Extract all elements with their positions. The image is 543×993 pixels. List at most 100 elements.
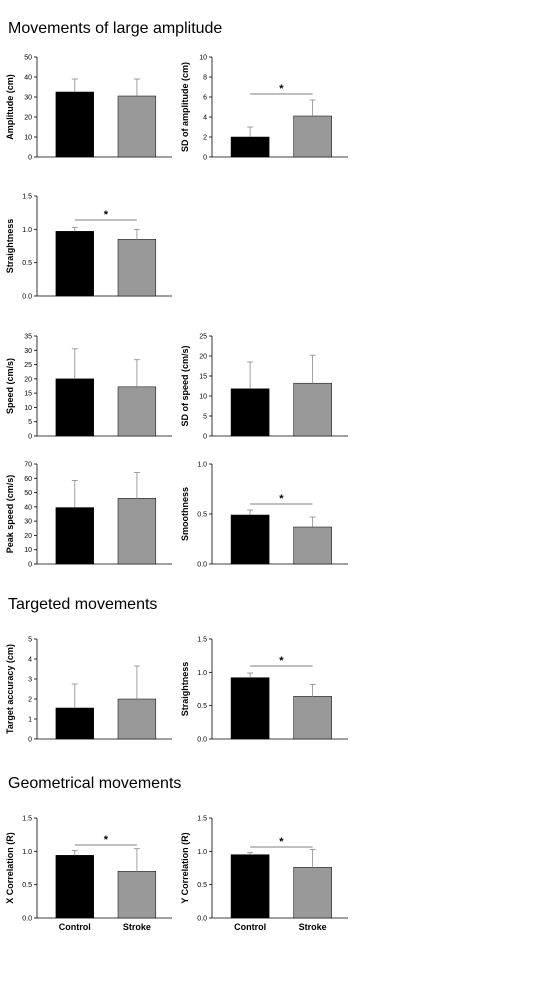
chart-11-ylabel: Y Correlation (R) bbox=[180, 832, 190, 903]
section-title-targeted: Targeted movements bbox=[8, 596, 158, 613]
chart-6-ytick-label: 20 bbox=[24, 533, 32, 540]
chart-8-ytick-label: 1 bbox=[28, 717, 32, 724]
chart-4-ytick-label: 5 bbox=[28, 419, 32, 426]
chart-9-ytick-label: 1.0 bbox=[197, 670, 207, 677]
chart-8-ytick-label: 5 bbox=[28, 637, 32, 644]
chart-10-ytick-label: 0.0 bbox=[22, 916, 32, 923]
chart-10-ytick-label: 1.0 bbox=[22, 849, 32, 856]
chart-8-ylabel: Target accuracy (cm) bbox=[5, 644, 15, 734]
chart-11-ytick-label: 1.5 bbox=[197, 816, 207, 823]
chart-1-ytick-label: 20 bbox=[24, 115, 32, 122]
chart-9-ytick-label: 1.5 bbox=[197, 637, 207, 644]
chart-8-ytick-label: 0 bbox=[28, 737, 32, 744]
chart-6-ytick-label: 10 bbox=[24, 547, 32, 554]
chart-11-bar-stroke bbox=[293, 867, 332, 919]
chart-4-bar-control bbox=[55, 378, 94, 437]
chart-9-bar-control bbox=[230, 677, 270, 740]
chart-9-bar-stroke bbox=[293, 696, 332, 740]
chart-5-ytick-label: 0 bbox=[203, 434, 207, 441]
section-title-geometrical: Geometrical movements bbox=[8, 775, 182, 792]
chart-9-ylabel: Straightness bbox=[180, 662, 190, 717]
chart-1-ytick-label: 50 bbox=[24, 55, 32, 62]
chart-5-ytick-label: 5 bbox=[203, 414, 207, 421]
chart-3-bar-control bbox=[55, 231, 94, 297]
chart-3-ylabel: Straightness bbox=[5, 219, 15, 274]
chart-4-ytick-label: 25 bbox=[24, 362, 32, 369]
chart-6-bar-stroke bbox=[117, 498, 157, 565]
chart-11-ytick-label: 0.0 bbox=[197, 916, 207, 923]
chart-6-ytick-label: 40 bbox=[24, 504, 32, 511]
chart-4-ytick-label: 35 bbox=[24, 334, 32, 341]
chart-7-ytick-label: 0.0 bbox=[197, 562, 207, 569]
chart-2-ylabel: SD of amplitude (cm) bbox=[180, 62, 190, 152]
chart-3-ytick-label: 0.0 bbox=[22, 294, 32, 301]
chart-7-ylabel: Smoothness bbox=[180, 487, 190, 541]
chart-4-ytick-label: 30 bbox=[24, 348, 32, 355]
chart-9-ytick-label: 0.0 bbox=[197, 737, 207, 744]
chart-11-ytick-label: 0.5 bbox=[197, 882, 207, 889]
chart-7-bar-stroke bbox=[293, 526, 332, 565]
chart-4-ytick-label: 20 bbox=[24, 376, 32, 383]
chart-4-ylabel: Speed (cm/s) bbox=[5, 358, 15, 414]
chart-11-significance-marker: * bbox=[279, 836, 284, 848]
chart-2-bar-stroke bbox=[293, 115, 332, 158]
chart-10-ylabel: X Correlation (R) bbox=[5, 832, 15, 904]
section-title-large-amplitude: Movements of large amplitude bbox=[8, 20, 223, 37]
chart-8-ytick-label: 2 bbox=[28, 697, 32, 704]
chart-5-bar-control bbox=[230, 388, 270, 437]
chart-7-bar-control bbox=[230, 514, 270, 565]
chart-2-ytick-label: 8 bbox=[203, 75, 207, 82]
chart-2-bar-control bbox=[230, 136, 270, 158]
chart-11-xlabel-control: Control bbox=[234, 922, 266, 932]
chart-4-ytick-label: 10 bbox=[24, 405, 32, 412]
chart-3-ytick-label: 1.5 bbox=[22, 194, 32, 201]
chart-1-ytick-label: 30 bbox=[24, 95, 32, 102]
chart-3-bar-stroke bbox=[117, 239, 157, 297]
chart-3-significance-marker: * bbox=[104, 209, 109, 221]
chart-6-ylabel: Peak speed (cm/s) bbox=[5, 475, 15, 554]
chart-3-ytick-label: 1.0 bbox=[22, 227, 32, 234]
chart-5-bar-stroke bbox=[293, 382, 332, 437]
chart-10-ytick-label: 0.5 bbox=[22, 882, 32, 889]
chart-5-ylabel: SD of speed (cm/s) bbox=[180, 345, 190, 426]
chart-9-significance-marker: * bbox=[279, 655, 284, 667]
chart-7-ytick-label: 1.0 bbox=[197, 462, 207, 469]
chart-6-ytick-label: 50 bbox=[24, 490, 32, 497]
chart-6-ytick-label: 0 bbox=[28, 562, 32, 569]
chart-7-ytick-label: 0.5 bbox=[197, 512, 207, 519]
chart-1-bar-stroke bbox=[117, 95, 157, 158]
chart-11-bar-control bbox=[230, 854, 270, 919]
chart-2-ytick-label: 4 bbox=[203, 115, 207, 122]
chart-1-bar-control bbox=[55, 91, 94, 158]
chart-5-ytick-label: 15 bbox=[199, 374, 207, 381]
chart-6-ytick-label: 70 bbox=[24, 462, 32, 469]
chart-1-ylabel: Amplitude (cm) bbox=[5, 74, 15, 140]
chart-6-ytick-label: 30 bbox=[24, 519, 32, 526]
chart-2-ytick-label: 6 bbox=[203, 95, 207, 102]
chart-2-ytick-label: 0 bbox=[203, 155, 207, 162]
chart-4-ytick-label: 15 bbox=[24, 391, 32, 398]
chart-11-xlabel-stroke: Stroke bbox=[299, 922, 327, 932]
chart-8-bar-stroke bbox=[117, 698, 157, 740]
chart-11-ytick-label: 1.0 bbox=[197, 849, 207, 856]
chart-4-bar-stroke bbox=[117, 386, 157, 437]
chart-8-ytick-label: 3 bbox=[28, 677, 32, 684]
chart-10-significance-marker: * bbox=[104, 834, 109, 846]
chart-2-significance-marker: * bbox=[279, 83, 284, 95]
chart-10-ytick-label: 1.5 bbox=[22, 816, 32, 823]
chart-9-ytick-label: 0.5 bbox=[197, 703, 207, 710]
chart-5-ytick-label: 25 bbox=[199, 334, 207, 341]
chart-6-ytick-label: 60 bbox=[24, 476, 32, 483]
chart-8-bar-control bbox=[55, 707, 94, 740]
chart-10-xlabel-stroke: Stroke bbox=[123, 922, 151, 932]
chart-10-bar-stroke bbox=[117, 871, 157, 919]
chart-1-ytick-label: 10 bbox=[24, 135, 32, 142]
chart-8-ytick-label: 4 bbox=[28, 657, 32, 664]
chart-3-ytick-label: 0.5 bbox=[22, 260, 32, 267]
chart-6-bar-control bbox=[55, 507, 94, 565]
chart-1-ytick-label: 40 bbox=[24, 75, 32, 82]
chart-2-ytick-label: 10 bbox=[199, 55, 207, 62]
chart-10-bar-control bbox=[55, 855, 94, 919]
chart-10-xlabel-control: Control bbox=[59, 922, 91, 932]
